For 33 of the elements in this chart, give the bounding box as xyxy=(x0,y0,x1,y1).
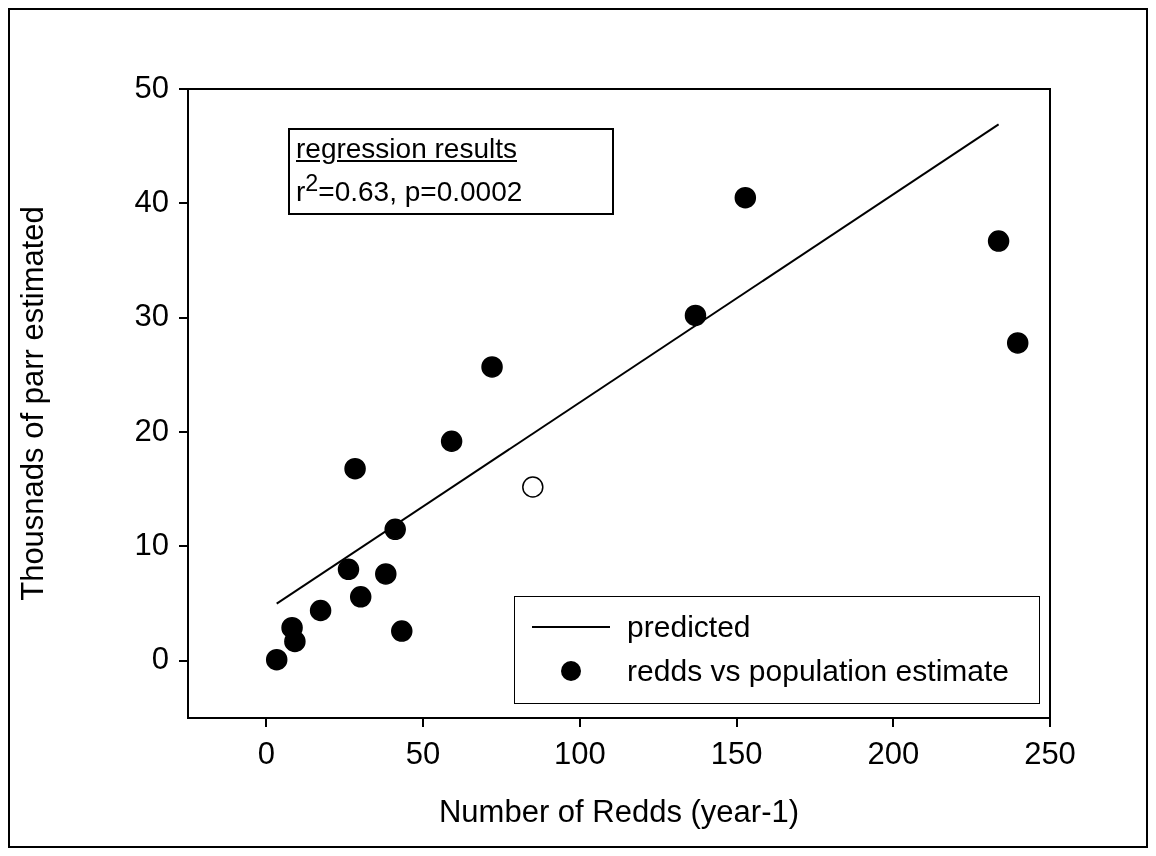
point xyxy=(734,186,757,209)
point xyxy=(481,356,503,378)
point xyxy=(344,457,366,480)
x-tick-label: 0 xyxy=(257,736,275,772)
y-tick-label: 20 xyxy=(134,412,169,448)
x-axis-title: Number of Redds (year-1) xyxy=(438,793,800,829)
y-tick-label: 10 xyxy=(134,527,169,562)
point xyxy=(349,586,372,608)
point xyxy=(391,620,413,642)
point xyxy=(284,630,306,653)
point xyxy=(375,563,397,585)
x-tick-label: 150 xyxy=(710,736,763,772)
legend-label: predicted xyxy=(627,609,751,645)
legend-label: redds vs population estimate xyxy=(627,653,1009,689)
point xyxy=(440,430,463,452)
y-tick-label: 0 xyxy=(151,641,169,677)
x-tick-label: 200 xyxy=(867,736,920,772)
point xyxy=(309,599,332,622)
x-tick-label: 50 xyxy=(405,736,441,772)
y-axis-title: Thousnads of parr estimated xyxy=(15,206,51,601)
point xyxy=(1006,332,1029,354)
y-tick-label: 50 xyxy=(134,69,169,105)
point xyxy=(522,476,544,498)
y-tick-label: 30 xyxy=(134,298,169,334)
x-tick-label: 250 xyxy=(1024,736,1076,772)
point xyxy=(987,230,1010,252)
x-tick-label: 100 xyxy=(553,736,606,772)
y-tick-label: 40 xyxy=(134,183,169,219)
point xyxy=(684,304,707,327)
annotation: regression results xyxy=(296,132,518,166)
point xyxy=(265,648,288,671)
annotation: r$^{2}$=0.63, p=0.0002 xyxy=(296,169,523,210)
point xyxy=(337,558,360,581)
